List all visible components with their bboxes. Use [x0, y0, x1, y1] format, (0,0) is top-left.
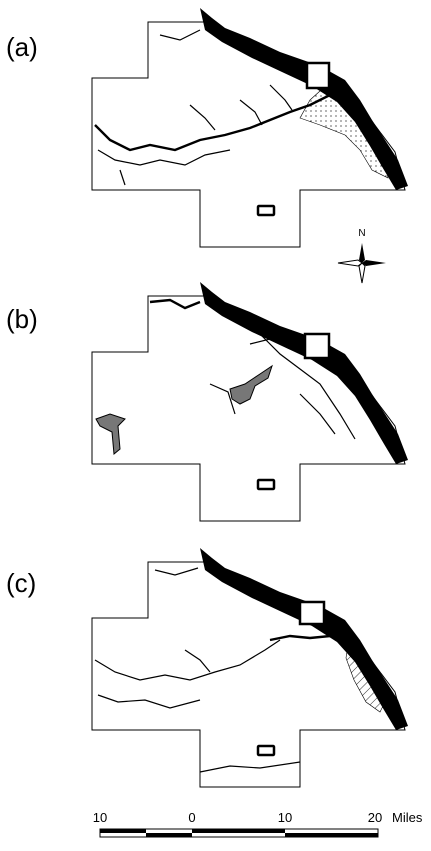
map-panel-a: [92, 8, 408, 247]
compass-label: N: [358, 228, 365, 239]
panel-label: (c): [6, 568, 36, 598]
map-panel-b: [92, 282, 408, 521]
scale-bar: [100, 829, 378, 837]
scale-tick-label: 0: [188, 810, 195, 825]
figure: (a) N (b) (c) 10: [0, 0, 431, 846]
map-panel-c: [92, 548, 408, 787]
panel-label: (b): [6, 304, 38, 334]
scale-unit: Miles: [392, 810, 423, 825]
scale-tick-label: 10: [93, 810, 107, 825]
compass: [338, 243, 386, 283]
scale-tick-label: 20: [368, 810, 382, 825]
scale-tick-label: 10: [278, 810, 292, 825]
page: {"panels": [{"label": "(a)"}, {"label": …: [0, 0, 431, 846]
panel-label: (a): [6, 32, 38, 62]
